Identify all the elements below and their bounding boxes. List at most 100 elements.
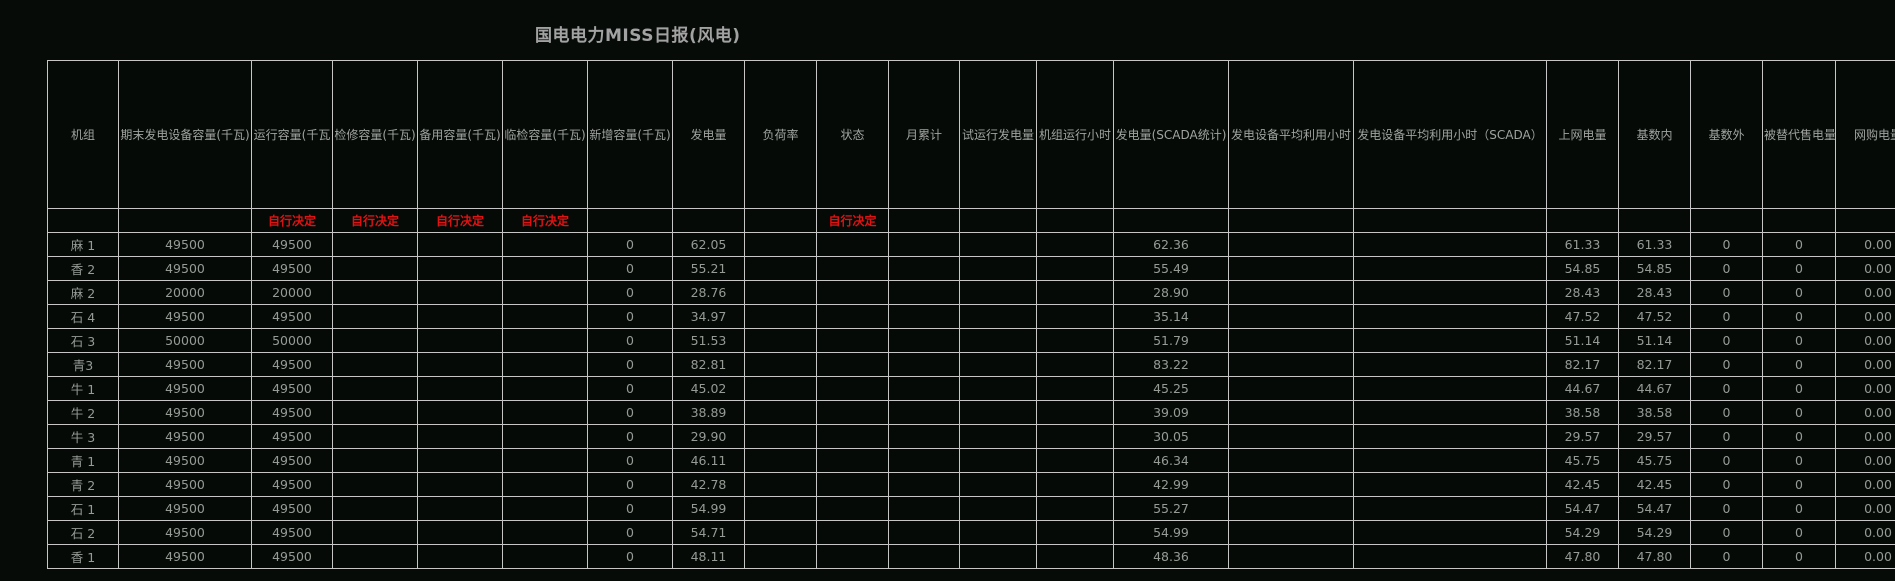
data-cell: 0.00 bbox=[1835, 280, 1895, 305]
data-cell bbox=[417, 448, 503, 473]
data-cell: 0 bbox=[1690, 520, 1763, 545]
column-header: 网购电量 bbox=[1835, 60, 1895, 209]
data-cell bbox=[744, 304, 817, 329]
table-row: 麻 1 49500 49500 0 62.05 62.36 61.33 61.33 0 0 0.00 bbox=[47, 232, 1895, 257]
data-cell bbox=[502, 352, 588, 377]
data-cell: 49500 bbox=[251, 424, 333, 449]
table-row: 石 4 49500 49500 0 34.97 35.14 47.52 47.52 0 0 0.00 bbox=[47, 304, 1895, 329]
data-cell bbox=[417, 424, 503, 449]
table-row: 香 2 49500 49500 0 55.21 55.49 54.85 54.85 0 0 0.00 bbox=[47, 256, 1895, 281]
data-cell: 49500 bbox=[118, 304, 252, 329]
data-cell bbox=[1036, 400, 1114, 425]
data-cell bbox=[816, 496, 889, 521]
data-cell bbox=[332, 328, 418, 353]
column-header: 检修容量(千瓦) bbox=[332, 60, 418, 209]
data-cell bbox=[816, 328, 889, 353]
data-cell bbox=[816, 256, 889, 281]
data-cell bbox=[417, 328, 503, 353]
data-cell bbox=[1353, 256, 1547, 281]
data-cell bbox=[1036, 544, 1114, 569]
data-cell: 0 bbox=[1690, 376, 1763, 401]
data-cell bbox=[959, 448, 1037, 473]
data-cell bbox=[888, 304, 960, 329]
data-cell bbox=[417, 496, 503, 521]
column-header: 基数内 bbox=[1618, 60, 1691, 209]
data-cell: 46.34 bbox=[1113, 448, 1229, 473]
subheader-cell bbox=[1113, 208, 1229, 233]
data-cell: 0 bbox=[587, 400, 673, 425]
data-cell bbox=[417, 232, 503, 257]
data-cell bbox=[959, 472, 1037, 497]
data-cell bbox=[332, 352, 418, 377]
data-cell bbox=[816, 472, 889, 497]
data-cell bbox=[816, 304, 889, 329]
subheader-note: 自行决定 bbox=[816, 208, 889, 233]
table-row: 青3 49500 49500 0 82.81 83.22 82.17 82.17 0 0 0.00 bbox=[47, 352, 1895, 377]
data-cell bbox=[332, 544, 418, 569]
column-header: 发电设备平均利用小时（SCADA） bbox=[1353, 60, 1547, 209]
data-cell: 55.21 bbox=[672, 256, 745, 281]
subheader-cell bbox=[47, 208, 119, 233]
data-cell bbox=[502, 376, 588, 401]
data-cell: 47.80 bbox=[1618, 544, 1691, 569]
column-header: 机组 bbox=[47, 60, 119, 209]
page-title: 国电电力MISS日报(风电) bbox=[535, 26, 741, 46]
unit-cell: 香 1 bbox=[47, 544, 119, 569]
data-cell: 39.09 bbox=[1113, 400, 1229, 425]
data-cell: 0 bbox=[1690, 496, 1763, 521]
data-cell bbox=[1036, 352, 1114, 377]
data-cell bbox=[417, 472, 503, 497]
data-cell bbox=[1036, 520, 1114, 545]
data-cell bbox=[502, 496, 588, 521]
unit-cell: 牛 3 bbox=[47, 424, 119, 449]
data-cell: 49500 bbox=[118, 520, 252, 545]
column-header: 被替代售电量 bbox=[1762, 60, 1836, 209]
data-cell bbox=[332, 280, 418, 305]
data-cell: 54.29 bbox=[1546, 520, 1619, 545]
data-cell bbox=[502, 400, 588, 425]
data-cell bbox=[888, 352, 960, 377]
data-cell bbox=[1228, 472, 1354, 497]
data-cell bbox=[888, 256, 960, 281]
data-cell bbox=[1228, 376, 1354, 401]
data-cell: 29.57 bbox=[1618, 424, 1691, 449]
data-cell: 29.90 bbox=[672, 424, 745, 449]
data-cell bbox=[1228, 496, 1354, 521]
data-cell bbox=[417, 376, 503, 401]
data-cell: 30.05 bbox=[1113, 424, 1229, 449]
subheader-cell bbox=[672, 208, 745, 233]
data-cell: 48.36 bbox=[1113, 544, 1229, 569]
data-cell bbox=[332, 472, 418, 497]
subheader-note: 自行决定 bbox=[251, 208, 333, 233]
data-cell: 82.17 bbox=[1546, 352, 1619, 377]
data-cell: 0 bbox=[1762, 328, 1836, 353]
data-cell bbox=[502, 280, 588, 305]
data-cell bbox=[502, 232, 588, 257]
data-cell bbox=[959, 256, 1037, 281]
table-row: 牛 3 49500 49500 0 29.90 30.05 29.57 29.57 0 0 0.00 bbox=[47, 424, 1895, 449]
report-table: 机组 期末发电设备容量(千瓦) 运行容量(千瓦 检修容量(千瓦) 备用容量(千瓦) 临检容… bbox=[47, 60, 1895, 569]
table-header-row: 机组 期末发电设备容量(千瓦) 运行容量(千瓦 检修容量(千瓦) 备用容量(千瓦) 临检容… bbox=[47, 60, 1895, 209]
data-cell: 49500 bbox=[251, 520, 333, 545]
data-cell: 0 bbox=[587, 472, 673, 497]
data-cell: 0 bbox=[1762, 520, 1836, 545]
data-cell: 42.99 bbox=[1113, 472, 1229, 497]
data-cell bbox=[1228, 280, 1354, 305]
data-cell: 0 bbox=[1690, 280, 1763, 305]
data-cell: 0.00 bbox=[1835, 400, 1895, 425]
data-cell bbox=[744, 376, 817, 401]
subheader-cell bbox=[1353, 208, 1547, 233]
data-cell: 82.81 bbox=[672, 352, 745, 377]
data-cell: 0 bbox=[1690, 304, 1763, 329]
column-header: 发电量(SCADA统计) bbox=[1113, 60, 1229, 209]
data-cell: 51.14 bbox=[1546, 328, 1619, 353]
data-cell: 49500 bbox=[118, 376, 252, 401]
data-cell: 38.89 bbox=[672, 400, 745, 425]
column-header: 状态 bbox=[816, 60, 889, 209]
table-row: 香 1 49500 49500 0 48.11 48.36 47.80 47.80 0 0 0.00 bbox=[47, 544, 1895, 569]
data-cell bbox=[959, 328, 1037, 353]
column-header: 期末发电设备容量(千瓦) bbox=[118, 60, 252, 209]
data-cell bbox=[1036, 304, 1114, 329]
data-cell: 51.79 bbox=[1113, 328, 1229, 353]
data-cell bbox=[1036, 448, 1114, 473]
